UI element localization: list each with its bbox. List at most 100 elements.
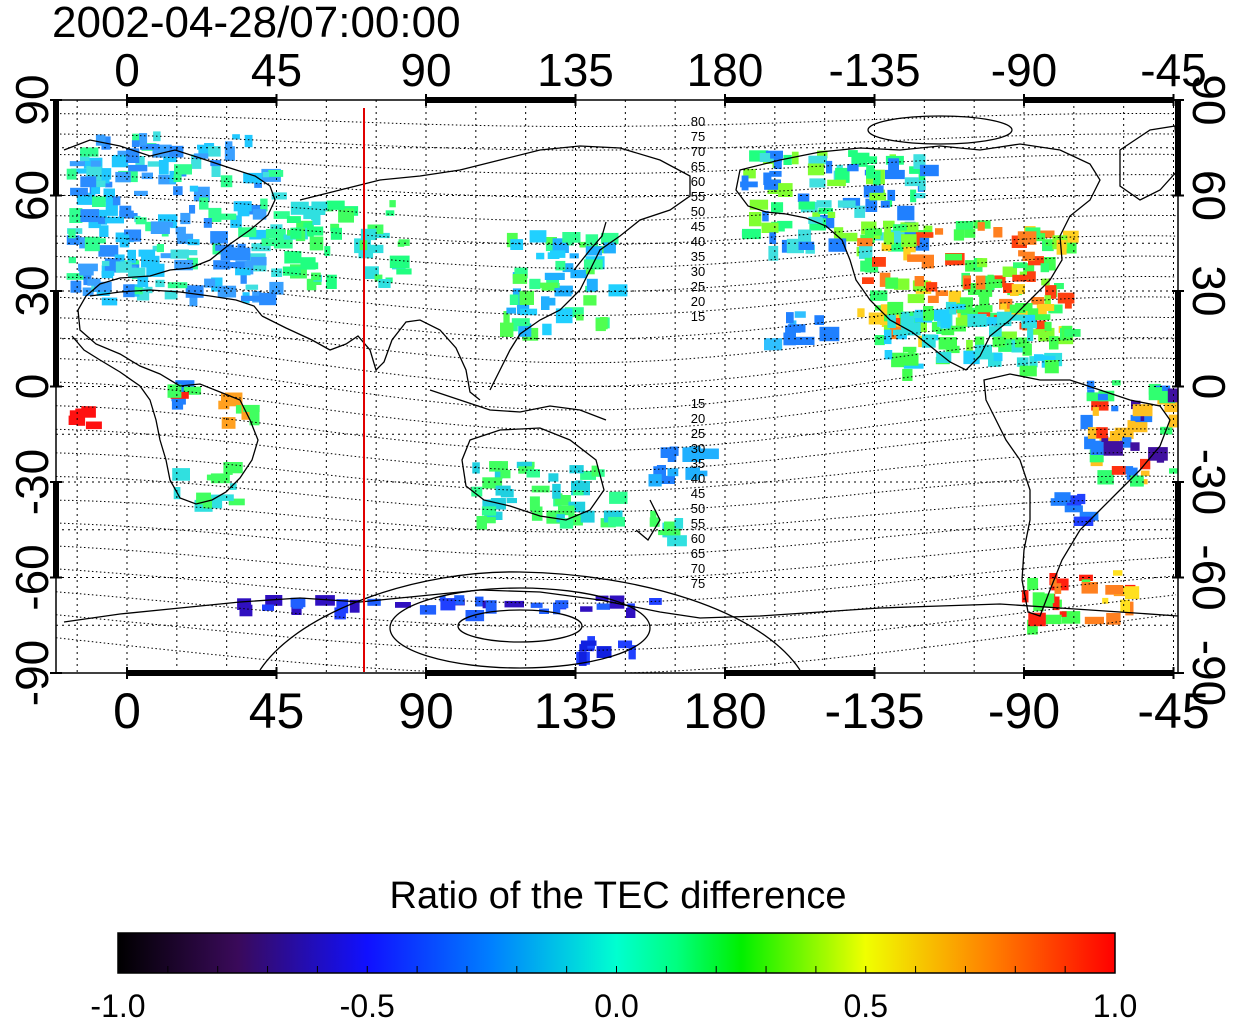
tec-data-cell — [1140, 470, 1150, 477]
tec-data-cell — [798, 229, 812, 245]
tec-data-cell — [936, 327, 943, 334]
tec-data-cell — [1169, 468, 1178, 474]
tec-data-cell — [70, 187, 88, 196]
tec-data-cell — [514, 267, 528, 279]
tec-data-cell — [699, 448, 719, 460]
axis-bar-segment — [1175, 482, 1181, 578]
contour-label-south: 35 — [691, 456, 705, 471]
bottom-longitude-label: 45 — [249, 683, 305, 739]
right-latitude-label: -90 — [1183, 640, 1235, 706]
contour-south-pole-outer — [389, 587, 651, 669]
tec-data-cell — [1012, 274, 1028, 282]
tec-data-cell — [964, 278, 971, 290]
tec-data-cell — [870, 290, 888, 301]
tec-data-cell — [135, 156, 145, 167]
tec-data-cell — [338, 208, 354, 223]
axis-bar-segment — [426, 670, 576, 676]
contour-label-north: 30 — [691, 264, 705, 279]
tec-data-cell — [198, 145, 213, 155]
tec-data-cell — [481, 506, 497, 516]
tec-data-cell — [228, 498, 245, 506]
tec-data-cell — [816, 200, 832, 208]
tec-data-cell — [903, 363, 924, 369]
tec-data-cell — [596, 646, 612, 658]
tec-data-cell — [139, 133, 148, 146]
tec-data-cell — [909, 166, 921, 174]
coast-indonesia — [429, 389, 607, 421]
tec-data-cell — [196, 492, 211, 505]
tec-data-cell — [817, 150, 828, 159]
tec-data-cell — [883, 232, 894, 245]
magnetic-contour-line — [56, 594, 1177, 652]
tec-data-cell — [649, 517, 660, 527]
tec-data-cell — [173, 186, 183, 196]
tec-data-cell — [115, 261, 132, 273]
tec-data-cell — [985, 317, 1002, 326]
tec-data-cell — [935, 228, 944, 235]
tec-data-cell — [211, 277, 223, 292]
tec-data-cell — [828, 238, 847, 252]
tec-data-cell — [856, 152, 870, 162]
contour-label-north: 40 — [691, 234, 705, 249]
tec-data-cell — [808, 155, 828, 165]
tec-data-cell — [98, 216, 106, 224]
tec-data-cell — [224, 146, 235, 161]
tec-data-cell — [494, 471, 503, 480]
tec-data-cell — [1027, 308, 1039, 317]
tec-data-cell — [1030, 329, 1046, 335]
tec-data-cell — [977, 222, 985, 231]
tec-data-cell — [884, 329, 892, 345]
left-latitude-label: 60 — [6, 170, 58, 221]
tec-data-cell — [585, 234, 599, 248]
tec-data-cell — [992, 336, 1006, 348]
top-longitude-label: 45 — [251, 44, 302, 96]
magnetic-contour-line — [56, 499, 1177, 533]
tec-data-cell — [170, 249, 189, 259]
tec-data-cell — [283, 234, 296, 240]
tec-data-cell — [395, 602, 411, 608]
tec-data-cell — [529, 230, 547, 243]
tec-data-cell — [578, 651, 587, 666]
tec-data-cell — [164, 290, 178, 300]
tec-data-cell — [79, 269, 94, 276]
tec-data-cell — [1045, 285, 1057, 299]
tec-data-cell — [220, 175, 233, 188]
tec-data-cell — [1084, 436, 1096, 450]
tec-data-cell — [667, 468, 679, 477]
tec-data-cell — [419, 605, 437, 615]
tec-data-cell — [741, 175, 749, 191]
tec-data-cell — [904, 177, 919, 187]
tec-data-cell — [1120, 466, 1134, 475]
tec-data-cell — [68, 256, 76, 264]
magnetic-contour-line — [56, 452, 1177, 492]
tec-data-cell — [273, 238, 293, 249]
tec-data-cell — [135, 217, 147, 225]
tec-data-cell — [79, 237, 90, 249]
magnetic-contour-line — [56, 613, 1177, 673]
tec-data-cell — [101, 270, 115, 276]
tec-data-cell — [286, 216, 301, 223]
tec-data-cell — [220, 213, 237, 220]
tec-data-cell — [262, 604, 274, 611]
tec-data-cell — [111, 154, 129, 168]
tec-data-cell — [873, 170, 881, 186]
tec-data-cell — [759, 153, 771, 162]
colorbar-tick-label: 0.5 — [844, 988, 888, 1024]
tec-data-cell — [749, 199, 769, 210]
tec-data-cell — [1130, 414, 1141, 421]
tec-data-cell — [330, 223, 340, 232]
tec-data-cell — [249, 229, 270, 240]
tec-data-cell — [807, 163, 825, 176]
tec-data-cell — [888, 158, 899, 173]
tec-data-cell — [903, 245, 911, 261]
tec-data-cell — [763, 172, 772, 185]
tec-data-cell — [1003, 283, 1014, 293]
tec-data-cell — [900, 315, 915, 330]
contour-label-north: 80 — [691, 114, 705, 129]
tec-data-cell — [250, 256, 267, 266]
tec-data-cell — [880, 304, 889, 319]
tec-data-cell — [953, 229, 965, 241]
tec-data-cell — [1148, 387, 1163, 401]
tec-data-cell — [76, 413, 86, 426]
tec-data-cell — [778, 183, 793, 197]
